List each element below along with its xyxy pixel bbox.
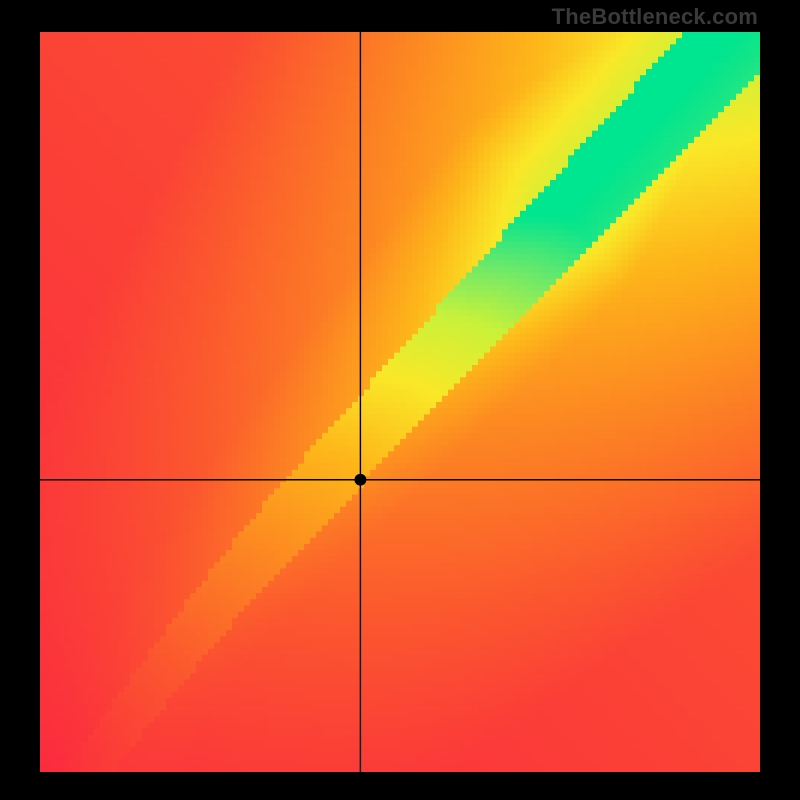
heatmap-plot — [40, 32, 760, 772]
attribution-text: TheBottleneck.com — [552, 4, 758, 30]
heatmap-canvas — [40, 32, 760, 772]
